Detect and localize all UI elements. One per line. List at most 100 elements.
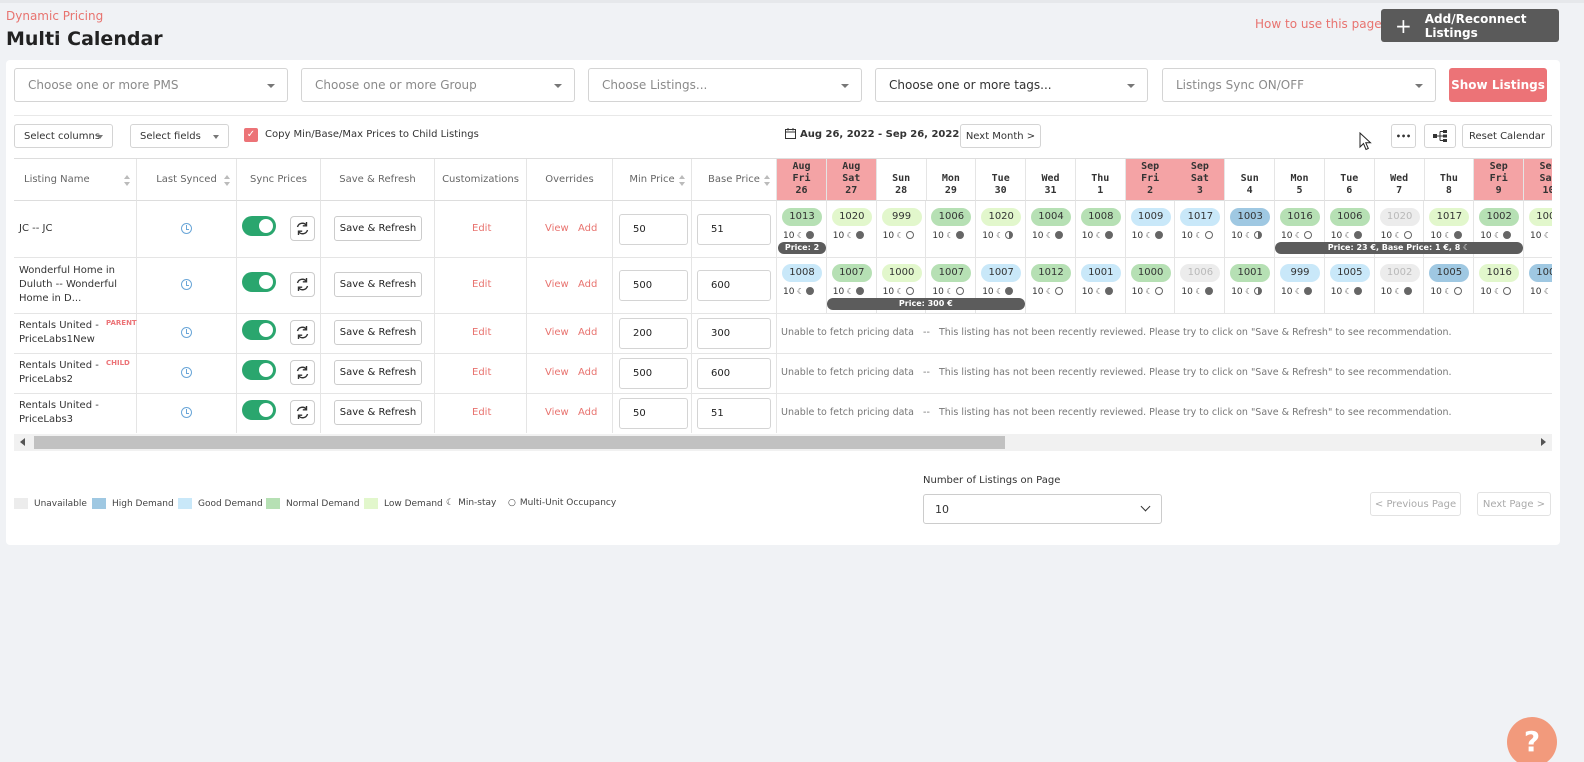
clock-icon[interactable] [181, 223, 192, 234]
add-override-link[interactable]: Add [578, 279, 598, 290]
price-pill[interactable]: 1016 [1479, 264, 1520, 282]
column-header-base-price[interactable]: Base Price [692, 159, 777, 201]
min-price-input[interactable]: 50 [619, 398, 688, 429]
pms-select[interactable]: Choose one or more PMS [14, 68, 288, 102]
override-price-bar[interactable]: Price: 23 €, Base Price: 1 €, 8 ☾ [1275, 242, 1523, 254]
sort-icon[interactable] [224, 175, 230, 186]
day-header[interactable]: Wed 7 [1374, 159, 1425, 201]
view-overrides-link[interactable]: View [545, 223, 569, 234]
column-header-sync-prices[interactable]: Sync Prices [237, 159, 321, 201]
override-price-bar[interactable]: Price: 300 € [826, 298, 1025, 310]
sync-toggle[interactable] [242, 216, 276, 236]
how-to-link[interactable]: How to use this page? [1255, 17, 1388, 31]
price-pill[interactable]: 1000 [1130, 264, 1171, 282]
base-price-input[interactable]: 600 [697, 358, 771, 389]
save-refresh-button[interactable]: Save & Refresh [334, 216, 422, 241]
price-pill[interactable]: 1000 [881, 264, 922, 282]
clock-icon[interactable] [181, 327, 192, 338]
save-refresh-button[interactable]: Save & Refresh [334, 272, 422, 297]
price-pill[interactable]: 1020 [831, 208, 872, 226]
min-price-input[interactable]: 50 [619, 214, 688, 245]
view-overrides-link[interactable]: View [545, 367, 569, 378]
price-pill[interactable]: 1016 [1280, 208, 1320, 226]
price-pill[interactable]: 1020 [981, 208, 1022, 226]
add-override-link[interactable]: Add [578, 327, 598, 338]
price-pill[interactable]: 1006 [931, 208, 972, 226]
price-pill[interactable]: 1004 [1031, 208, 1071, 226]
price-pill[interactable]: 1009 [1130, 208, 1171, 226]
sync-toggle[interactable] [242, 360, 276, 380]
select-columns-dropdown[interactable]: Select columns [14, 124, 113, 148]
edit-customizations-link[interactable]: Edit [472, 223, 492, 234]
listing-name[interactable]: Rentals United - PriceLabs1New [19, 320, 99, 345]
edit-customizations-link[interactable]: Edit [472, 367, 492, 378]
sync-toggle[interactable] [242, 272, 276, 292]
min-price-input[interactable]: 200 [619, 318, 688, 349]
view-overrides-link[interactable]: View [545, 327, 569, 338]
day-header[interactable]: Tue 30 [976, 159, 1027, 201]
column-header-save-refresh[interactable]: Save & Refresh [321, 159, 435, 201]
listing-name[interactable]: Rentals United - PriceLabs3 [19, 400, 99, 425]
listing-name[interactable]: JC -- JC [19, 223, 53, 234]
tags-select[interactable]: Choose one or more tags... [875, 68, 1148, 102]
price-pill[interactable]: 1007 [831, 264, 872, 282]
day-header[interactable]: Sun 4 [1225, 159, 1276, 201]
group-select[interactable]: Choose one or more Group [301, 68, 575, 102]
sort-icon[interactable] [124, 175, 130, 186]
price-pill[interactable]: 1002 [1479, 208, 1520, 226]
day-header[interactable]: Sun 28 [876, 159, 927, 201]
more-options-button[interactable]: ••• [1391, 124, 1416, 148]
day-header[interactable]: Sep Fri 2 [1125, 159, 1176, 201]
day-header[interactable]: Tue 6 [1324, 159, 1375, 201]
edit-customizations-link[interactable]: Edit [472, 279, 492, 290]
save-refresh-button[interactable]: Save & Refresh [334, 400, 422, 425]
price-pill[interactable]: 1003 [1230, 208, 1271, 226]
day-header[interactable]: Mon 29 [926, 159, 977, 201]
price-pill[interactable]: 1001 [1080, 264, 1121, 282]
day-header[interactable]: Aug Fri 26 [777, 159, 827, 201]
price-pill[interactable]: 1002 [1379, 264, 1420, 282]
price-pill[interactable]: 1012 [1031, 264, 1071, 282]
price-pill[interactable]: 1013 [782, 208, 822, 226]
day-header[interactable]: Thu 8 [1424, 159, 1475, 201]
clock-icon[interactable] [181, 279, 192, 290]
column-header-listing-name[interactable]: Listing Name [14, 159, 137, 201]
select-fields-dropdown[interactable]: Select fields [130, 124, 229, 148]
scroll-left-icon[interactable] [20, 438, 25, 446]
copy-prices-checkbox[interactable]: ✓ [244, 128, 258, 142]
refresh-button[interactable] [290, 216, 315, 241]
sync-toggle[interactable] [242, 400, 276, 420]
price-pill[interactable]: 1017 [1429, 208, 1470, 226]
price-pill[interactable]: 1006 [1180, 264, 1221, 282]
day-header[interactable]: Thu 1 [1075, 159, 1126, 201]
edit-customizations-link[interactable]: Edit [472, 407, 492, 418]
day-header[interactable]: SepSat10 [1524, 159, 1552, 201]
sort-icon[interactable] [764, 175, 770, 186]
price-pill[interactable]: 1004 [1529, 264, 1552, 282]
price-pill[interactable]: 999 [881, 208, 922, 226]
price-pill[interactable]: 1007 [981, 264, 1022, 282]
next-page-button[interactable]: Next Page > [1477, 492, 1551, 516]
base-price-input[interactable]: 51 [697, 398, 771, 429]
day-header[interactable]: Mon 5 [1275, 159, 1325, 201]
save-refresh-button[interactable]: Save & Refresh [334, 320, 422, 345]
horizontal-scrollbar[interactable] [14, 434, 1552, 451]
price-pill[interactable]: 1001 [1230, 264, 1271, 282]
next-month-button[interactable]: Next Month > [960, 124, 1041, 148]
price-pill[interactable]: 999 [1280, 264, 1320, 282]
show-listings-button[interactable]: Show Listings [1449, 68, 1547, 102]
reset-calendar-button[interactable]: Reset Calendar [1462, 124, 1552, 148]
base-price-input[interactable]: 600 [697, 270, 771, 301]
date-range-picker[interactable]: Aug 26, 2022 - Sep 26, 2022 ▼ [800, 129, 968, 140]
column-header-overrides[interactable]: Overrides [527, 159, 613, 201]
scroll-thumb[interactable] [34, 436, 1005, 449]
price-pill[interactable]: 1017 [1180, 208, 1221, 226]
day-header[interactable]: Aug Sat 27 [826, 159, 877, 201]
refresh-button[interactable] [290, 320, 315, 345]
hierarchy-button[interactable] [1424, 124, 1456, 148]
refresh-button[interactable] [290, 360, 315, 385]
column-header-customizations[interactable]: Customizations [435, 159, 527, 201]
sync-toggle[interactable] [242, 320, 276, 340]
price-pill[interactable]: 1007 [931, 264, 972, 282]
add-override-link[interactable]: Add [578, 367, 598, 378]
